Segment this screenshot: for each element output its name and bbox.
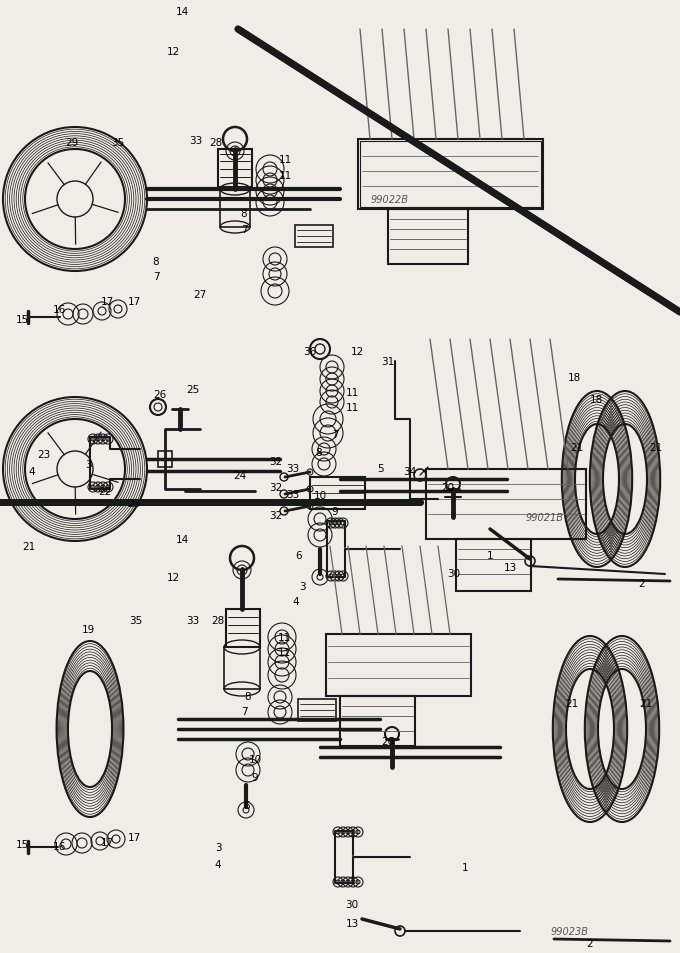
Text: 20: 20	[381, 737, 394, 746]
Text: 25: 25	[186, 385, 200, 395]
Text: 11: 11	[345, 388, 358, 397]
Text: 18: 18	[567, 373, 581, 382]
Text: 11: 11	[345, 402, 358, 413]
Text: 19: 19	[82, 624, 95, 635]
Text: 32: 32	[269, 456, 283, 467]
Text: 17: 17	[127, 296, 141, 307]
Text: 30: 30	[345, 899, 358, 909]
Text: 7: 7	[241, 706, 248, 717]
Text: 32: 32	[269, 482, 283, 493]
Text: 34: 34	[403, 467, 417, 476]
Text: 15: 15	[16, 314, 29, 325]
Text: 3: 3	[215, 842, 221, 852]
Text: 11: 11	[278, 154, 292, 165]
Text: 10: 10	[248, 754, 262, 764]
Text: 23: 23	[127, 498, 141, 509]
Text: 22: 22	[99, 486, 112, 497]
Text: 12: 12	[167, 573, 180, 582]
Text: 14: 14	[175, 535, 188, 544]
Text: 3: 3	[299, 581, 305, 592]
FancyBboxPatch shape	[360, 142, 541, 208]
Text: 8: 8	[245, 691, 252, 701]
Text: 3: 3	[85, 459, 91, 470]
Text: 7: 7	[241, 225, 248, 234]
Text: 8: 8	[241, 209, 248, 219]
Text: 33: 33	[286, 490, 300, 499]
Text: 15: 15	[16, 840, 29, 849]
Text: 10: 10	[313, 491, 326, 500]
Text: 36: 36	[303, 347, 317, 356]
Text: 4: 4	[29, 467, 35, 476]
Text: 21: 21	[571, 442, 583, 453]
Text: 21: 21	[639, 699, 653, 708]
Text: 7: 7	[153, 272, 159, 282]
Text: 1: 1	[462, 862, 469, 872]
Text: 16: 16	[52, 305, 66, 314]
Text: 29: 29	[65, 138, 79, 148]
Text: 12: 12	[167, 47, 180, 57]
Text: 33: 33	[286, 463, 300, 474]
Text: 11: 11	[278, 171, 292, 181]
Text: 20: 20	[441, 482, 454, 493]
Text: 16: 16	[52, 841, 66, 851]
Text: 17: 17	[127, 832, 141, 842]
Text: 33: 33	[186, 616, 200, 625]
Text: 4: 4	[215, 859, 221, 869]
Text: 26: 26	[154, 390, 167, 399]
Text: 6: 6	[243, 801, 250, 810]
Text: 9: 9	[252, 772, 258, 782]
Text: 7: 7	[332, 430, 339, 439]
Text: 8: 8	[316, 448, 322, 457]
Text: 2: 2	[639, 578, 645, 588]
Text: 35: 35	[129, 616, 143, 625]
Text: 13: 13	[503, 562, 517, 573]
Text: 8: 8	[153, 256, 159, 267]
Text: 5: 5	[377, 463, 384, 474]
Text: 6: 6	[296, 551, 303, 560]
Text: 23: 23	[37, 450, 50, 459]
Text: 1: 1	[487, 551, 493, 560]
Text: 21: 21	[649, 442, 662, 453]
Text: 14: 14	[175, 7, 188, 17]
Text: 35: 35	[112, 138, 124, 148]
Text: 21: 21	[565, 699, 579, 708]
Text: 33: 33	[189, 136, 203, 146]
Text: 99022B: 99022B	[371, 194, 409, 205]
Text: 13: 13	[345, 918, 358, 928]
Text: 21: 21	[22, 541, 35, 552]
Text: 28: 28	[209, 138, 222, 148]
Text: 4: 4	[292, 597, 299, 606]
Text: 99023B: 99023B	[551, 926, 589, 936]
Text: 9: 9	[332, 506, 339, 517]
Text: 31: 31	[381, 356, 394, 367]
Text: 2: 2	[587, 938, 594, 948]
Text: 11: 11	[277, 647, 290, 658]
Text: 27: 27	[193, 290, 207, 299]
Text: 32: 32	[269, 511, 283, 520]
Text: 24: 24	[233, 471, 247, 480]
Text: 99021B: 99021B	[526, 513, 564, 522]
Text: 17: 17	[101, 837, 114, 847]
Text: 11: 11	[277, 633, 290, 642]
Text: 17: 17	[101, 296, 114, 307]
Text: 12: 12	[350, 347, 364, 356]
Text: 28: 28	[211, 616, 224, 625]
Text: 18: 18	[590, 395, 602, 405]
Text: 30: 30	[447, 568, 460, 578]
